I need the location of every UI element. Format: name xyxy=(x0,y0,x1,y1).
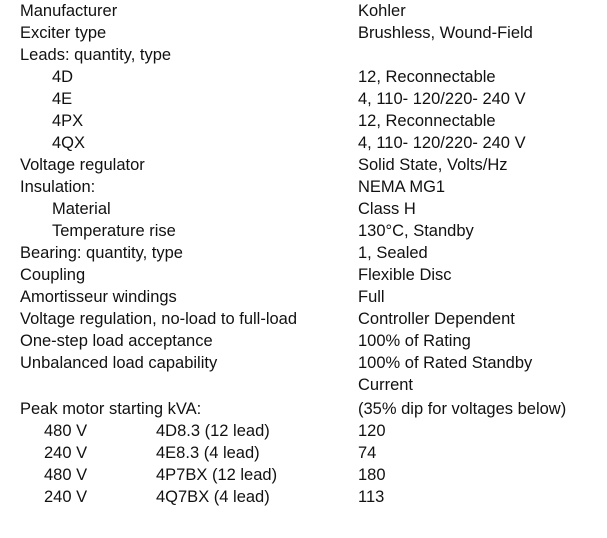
spec-label: 4PX xyxy=(52,112,84,130)
model: 4Q7BX (4 lead) xyxy=(156,488,270,506)
kva-value: 120 xyxy=(358,422,386,440)
spec-row: Current xyxy=(0,374,607,396)
spec-label: 4D xyxy=(52,68,74,86)
motor-starting-note: (35% dip for voltages below) xyxy=(358,400,567,418)
spec-label: Insulation: xyxy=(20,178,96,196)
spec-value: Flexible Disc xyxy=(358,266,452,284)
spec-label: Amortisseur windings xyxy=(20,288,177,306)
spec-row: Coupling Flexible Disc xyxy=(0,264,607,286)
voltage: 240 V xyxy=(44,444,88,462)
spec-row: Bearing: quantity, type 1, Sealed xyxy=(0,242,607,264)
spec-label: Manufacturer xyxy=(20,2,118,20)
spec-label: Exciter type xyxy=(20,24,107,42)
voltage: 480 V xyxy=(44,466,88,484)
spec-value: Brushless, Wound-Field xyxy=(358,24,533,42)
model: 4E8.3 (4 lead) xyxy=(156,444,260,462)
spec-row: One-step load acceptance 100% of Rating xyxy=(0,330,607,352)
spec-row: Insulation: NEMA MG1 xyxy=(0,176,607,198)
spec-row: 4D 12, Reconnectable xyxy=(0,66,607,88)
spec-value: 4, 110- 120/220- 240 V xyxy=(358,90,526,108)
spec-value: NEMA MG1 xyxy=(358,178,446,196)
spec-value: 4, 110- 120/220- 240 V xyxy=(358,134,526,152)
spec-row: 4PX 12, Reconnectable xyxy=(0,110,607,132)
spec-value: Current xyxy=(358,376,414,394)
spec-value: 130°C, Standby xyxy=(358,222,474,240)
spec-row: 4E 4, 110- 120/220- 240 V xyxy=(0,88,607,110)
spec-label: 4E xyxy=(52,90,73,108)
spec-row: Leads: quantity, type xyxy=(0,44,607,66)
spec-label: Material xyxy=(52,200,111,218)
spec-value: Controller Dependent xyxy=(358,310,515,328)
kva-value: 74 xyxy=(358,444,377,462)
spec-label: Voltage regulator xyxy=(20,156,145,174)
spec-row: Amortisseur windings Full xyxy=(0,286,607,308)
spec-row: Material Class H xyxy=(0,198,607,220)
spec-label: One-step load acceptance xyxy=(20,332,213,350)
model: 4D8.3 (12 lead) xyxy=(156,422,270,440)
spec-label: 4QX xyxy=(52,134,86,152)
spec-value: Full xyxy=(358,288,385,306)
spec-value: Solid State, Volts/Hz xyxy=(358,156,508,174)
spec-label: Bearing: quantity, type xyxy=(20,244,183,262)
spec-value: 100% of Rated Standby xyxy=(358,354,533,372)
model: 4P7BX (12 lead) xyxy=(156,466,278,484)
motor-starting-row: 480 V 4P7BX (12 lead) 180 xyxy=(0,464,607,486)
spec-value: Kohler xyxy=(358,2,406,20)
spec-label: Voltage regulation, no-load to full-load xyxy=(20,310,298,328)
spec-value: Class H xyxy=(358,200,416,218)
kva-value: 113 xyxy=(358,488,385,506)
motor-starting-row: 480 V 4D8.3 (12 lead) 120 xyxy=(0,420,607,442)
spec-value: 12, Reconnectable xyxy=(358,112,496,130)
spec-value: 1, Sealed xyxy=(358,244,428,262)
motor-starting-header: Peak motor starting kVA: (35% dip for vol… xyxy=(0,398,607,420)
kva-value: 180 xyxy=(358,466,386,484)
motor-starting-label: Peak motor starting kVA: xyxy=(20,400,202,418)
voltage: 480 V xyxy=(44,422,88,440)
spec-row: 4QX 4, 110- 120/220- 240 V xyxy=(0,132,607,154)
voltage: 240 V xyxy=(44,488,88,506)
spec-label: Unbalanced load capability xyxy=(20,354,218,372)
spec-row: Unbalanced load capability 100% of Rated … xyxy=(0,352,607,374)
spec-label: Leads: quantity, type xyxy=(20,46,172,64)
spec-row: Temperature rise 130°C, Standby xyxy=(0,220,607,242)
motor-starting-row: 240 V 4E8.3 (4 lead) 74 xyxy=(0,442,607,464)
spec-value: 100% of Rating xyxy=(358,332,471,350)
spec-label: Coupling xyxy=(20,266,86,284)
spec-row: Voltage regulator Solid State, Volts/Hz xyxy=(0,154,607,176)
motor-starting-row: 240 V 4Q7BX (4 lead) 113 xyxy=(0,486,607,508)
spec-label: Temperature rise xyxy=(52,222,176,240)
spec-row: Voltage regulation, no-load to full-load… xyxy=(0,308,607,330)
spec-row: Exciter type Brushless, Wound-Field xyxy=(0,22,607,44)
spec-row: Manufacturer Kohler xyxy=(0,0,607,22)
spec-value: 12, Reconnectable xyxy=(358,68,496,86)
